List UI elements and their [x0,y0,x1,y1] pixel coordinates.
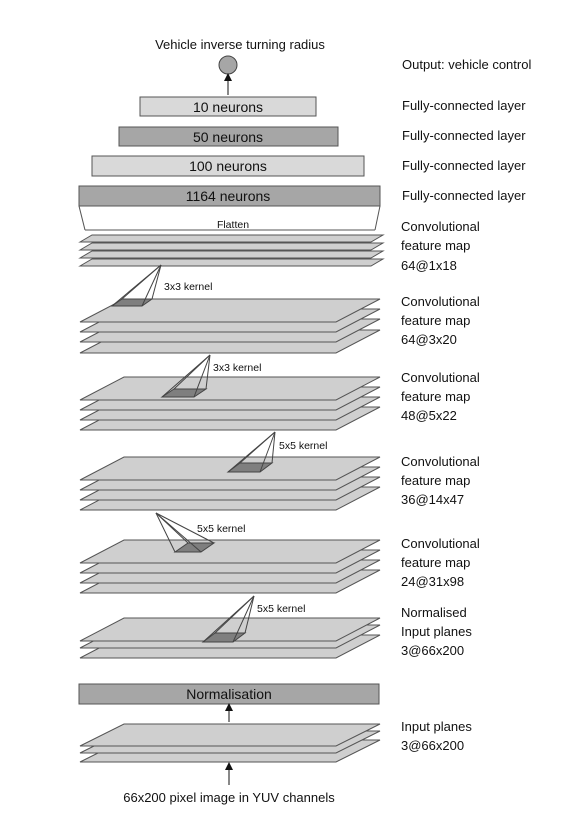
kernel-2-label: 3x3 kernel [213,362,261,374]
conv-map-2-line1: Convolutional [401,294,480,309]
feature-map-36-14x47 [79,456,381,511]
conv-map-5-line2: feature map [401,555,470,570]
input-line1: Input planes [401,719,472,734]
conv-map-1-line2: feature map [401,238,470,253]
fc-label-50: 50 neurons [193,129,263,145]
feature-map-24-31x98 [79,539,381,594]
fc-label-1164: 1164 neurons [186,188,271,204]
fc-side-10: Fully-connected layer [402,98,526,113]
kernel-1-label: 3x3 kernel [164,281,212,293]
feature-map-48-5x22 [79,376,381,431]
fc-box-10 [139,96,317,117]
input-line2: 3@66x200 [401,738,464,753]
fc-side-1164: Fully-connected layer [402,188,526,203]
conv-map-2-line2: feature map [401,313,470,328]
fc-side-50: Fully-connected layer [402,128,526,143]
normalisation-label: Normalisation [186,686,272,702]
fc-side-100: Fully-connected layer [402,158,526,173]
conv-map-4-line2: feature map [401,473,470,488]
feature-map-64-3x20 [79,298,381,354]
fc-layer-1164: 1164 neurons Fully-connected layer [78,185,526,207]
conv-map-4-line1: Convolutional [401,454,480,469]
feature-map-64-1x18 [78,234,385,267]
fc-layer-10: 10 neurons Fully-connected layer [139,96,526,117]
fc-box-50 [118,126,339,147]
fc-label-100: 100 neurons [189,158,267,174]
flatten-label: Flatten [217,219,249,231]
kernel-5-label: 5x5 kernel [257,603,305,615]
kernel-3 [226,431,276,473]
fc-box-100 [91,155,365,177]
kernel-4 [155,512,216,553]
conv-map-1-line3: 64@1x18 [401,258,457,273]
normalised-line1: Normalised [401,605,467,620]
input-planes [79,723,381,763]
flatten-connector: Flatten [78,205,381,231]
fc-label-10: 10 neurons [193,99,263,115]
conv-map-2-line3: 64@3x20 [401,332,457,347]
conv-map-3-line2: feature map [401,389,470,404]
fc-layer-100: 100 neurons Fully-connected layer [91,155,526,177]
top-label: Vehicle inverse turning radius [155,37,325,52]
conv-map-1-line1: Convolutional [401,219,480,234]
output-neuron [218,55,238,75]
conv-map-3-line3: 48@5x22 [401,408,457,423]
kernel-2 [160,354,211,398]
conv-map-5-line3: 24@31x98 [401,574,464,589]
kernel-4-label: 5x5 kernel [197,523,245,535]
kernel-1 [110,264,162,307]
output-label: Output: vehicle control [402,57,531,72]
kernel-3-label: 5x5 kernel [279,440,327,452]
normalised-line2: Input planes [401,624,472,639]
fc-box-1164 [78,185,381,207]
fc-layer-50: 50 neurons Fully-connected layer [118,126,526,147]
kernel-5 [201,595,255,643]
conv-map-5-line1: Convolutional [401,536,480,551]
normalised-line3: 3@66x200 [401,643,464,658]
bottom-label: 66x200 pixel image in YUV channels [123,790,335,805]
conv-map-3-line1: Convolutional [401,370,480,385]
conv-map-4-line3: 36@14x47 [401,492,464,507]
